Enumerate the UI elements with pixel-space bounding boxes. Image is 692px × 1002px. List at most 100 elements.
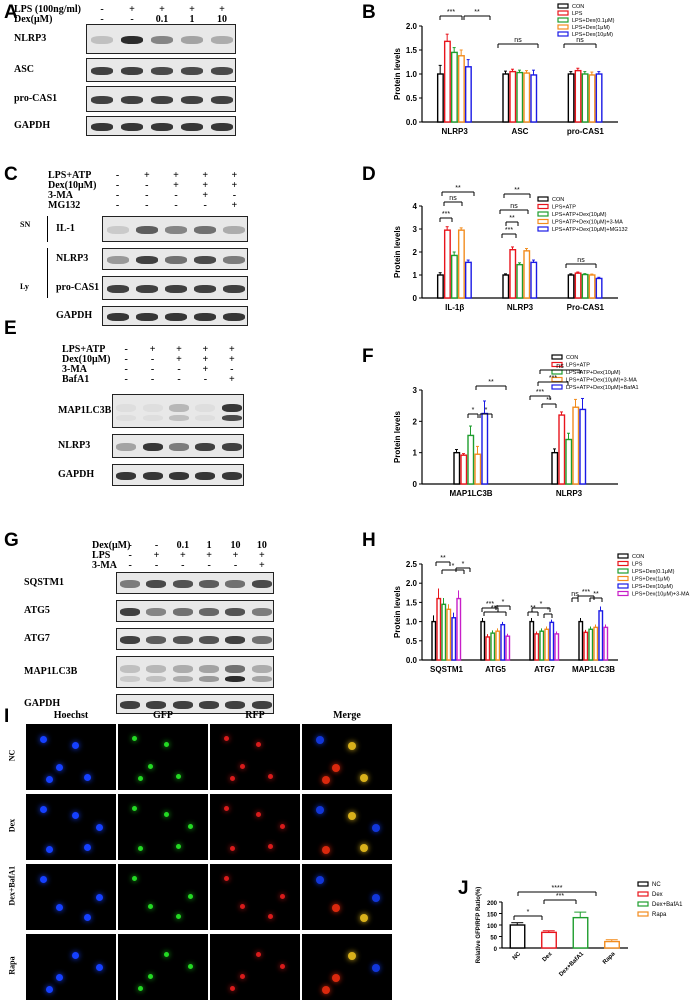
- legend-swatch: [537, 203, 549, 210]
- cell-spot: [56, 974, 63, 981]
- blot-band: [135, 285, 158, 293]
- blot-row: [102, 216, 248, 242]
- y-tick-label: 3: [413, 386, 418, 395]
- blot-band: [168, 443, 190, 451]
- cell-spot: [46, 846, 53, 853]
- bar: [436, 73, 444, 123]
- micrograph-tile: [118, 724, 208, 790]
- blot-band: [116, 443, 137, 451]
- blot-band: [251, 608, 272, 616]
- bar: [446, 608, 452, 661]
- bar: [567, 274, 575, 299]
- x-tick-label: Dex: [542, 951, 554, 963]
- blot-band: [142, 443, 163, 451]
- legend-label: Rapa: [652, 912, 667, 918]
- x-tick-label: Dex+BafA1: [558, 951, 585, 978]
- y-tick-label: 150: [487, 913, 498, 919]
- y-tick-label: 4: [413, 202, 418, 211]
- significance-label: *: [485, 407, 488, 414]
- cell-spot: [322, 846, 330, 854]
- protein-label: NLRP3: [56, 253, 89, 264]
- bar: [460, 454, 468, 485]
- x-tick-label: ATG5: [485, 665, 506, 674]
- cell-spot: [256, 742, 261, 747]
- protein-label: ATG5: [24, 605, 50, 616]
- cell-spot: [230, 846, 235, 851]
- cell-spot: [96, 894, 103, 901]
- legend-swatch: [637, 891, 649, 897]
- treatment-value: +: [232, 550, 239, 561]
- blot-band: [120, 665, 141, 673]
- cell-spot: [348, 742, 356, 750]
- bar: [593, 626, 599, 661]
- cell-spot: [348, 952, 356, 960]
- bar: [443, 229, 451, 299]
- bar-chart-h: 0.0 0.5 1.0 1.5 2.0 2.5 Protein levels SQSTM1 AT…: [393, 553, 690, 674]
- treatment-value: -: [128, 540, 132, 551]
- y-tick-label: 2.0: [406, 579, 418, 588]
- blot-band: [135, 226, 158, 234]
- cell-spot: [138, 986, 143, 991]
- y-tick-label: 2: [413, 248, 418, 257]
- blot-band: [168, 472, 190, 480]
- y-tick-label: 2.5: [406, 560, 418, 569]
- blot-band: [172, 636, 193, 644]
- protein-label: ATG7: [24, 633, 50, 644]
- significance-label: **: [474, 9, 480, 16]
- y-tick-label: 0: [413, 294, 418, 303]
- treatment-value: +: [258, 560, 265, 571]
- treatment-value: -: [230, 364, 234, 375]
- cell-spot: [268, 914, 273, 919]
- treatment-label: 3-MA: [62, 364, 87, 375]
- bar: [529, 620, 535, 661]
- cell-spot: [240, 974, 245, 979]
- legend-label: LPS+Dex(10μM): [572, 32, 613, 38]
- y-tick-label: 1.0: [406, 70, 418, 79]
- blot-band: [194, 226, 217, 234]
- treatment-value: +: [228, 354, 235, 365]
- legend-label: LPS+ATP+Dex(10μM)+3-MA: [566, 378, 637, 384]
- blot-band: [172, 701, 193, 709]
- blot-band: [199, 665, 220, 673]
- cell-spot: [372, 964, 380, 972]
- blot-band: [120, 676, 141, 682]
- treatment-value: -: [100, 4, 104, 15]
- blot-band: [221, 472, 242, 480]
- treatment-value: +: [202, 354, 209, 365]
- legend-label: LPS+ATP+Dex(10μM)+BafA1: [566, 385, 639, 391]
- blot-band: [225, 701, 246, 709]
- treatment-label: BafA1: [62, 374, 90, 385]
- legend-swatch: [551, 369, 563, 375]
- panel-label-f: F: [362, 346, 374, 367]
- significance-label: **: [593, 591, 599, 598]
- significance-label: *: [527, 909, 530, 916]
- blot-band: [223, 226, 246, 234]
- channel-header: Hoechst: [53, 710, 89, 721]
- bar: [565, 438, 573, 485]
- treatment-value: 1: [189, 14, 195, 25]
- y-tick-label: 0.0: [406, 118, 418, 127]
- bar: [595, 277, 603, 299]
- micrograph-tile: [302, 724, 392, 790]
- cell-spot: [176, 844, 181, 849]
- treatment-value: -: [233, 560, 238, 571]
- x-tick-label: MAP1LC3B: [572, 665, 615, 674]
- bar: [451, 617, 457, 661]
- cell-spot: [332, 764, 340, 772]
- legend-swatch: [557, 31, 569, 37]
- blot-band: [142, 404, 163, 412]
- protein-label: GAPDH: [14, 120, 51, 131]
- bar: [583, 631, 589, 661]
- treatment-value: -: [150, 354, 155, 365]
- micrograph-tile: [302, 864, 392, 930]
- y-axis-label: Relative GFP/RFP Ratio(%): [476, 887, 482, 964]
- bar: [456, 597, 462, 661]
- cell-spot: [188, 824, 193, 829]
- blot-row: [86, 58, 236, 82]
- bar: [436, 597, 442, 661]
- cell-spot: [188, 964, 193, 969]
- blot-band: [195, 404, 216, 412]
- blot-band: [120, 123, 144, 131]
- legend-swatch: [617, 568, 629, 574]
- significance-label: *: [502, 599, 505, 606]
